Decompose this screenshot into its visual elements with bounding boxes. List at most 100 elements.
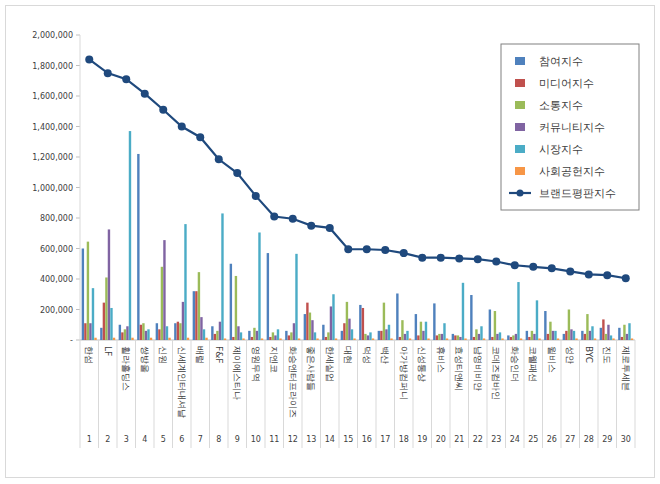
legend-frame xyxy=(501,44,639,210)
bar xyxy=(549,322,551,340)
legend-label: 시장지수 xyxy=(539,143,583,155)
bar xyxy=(156,323,158,340)
rank-label: 25 xyxy=(528,435,538,444)
line-marker xyxy=(400,249,408,257)
bar xyxy=(150,338,152,340)
bar xyxy=(248,331,250,340)
bar xyxy=(200,317,202,340)
category-separator xyxy=(191,340,192,448)
line-marker xyxy=(492,257,500,265)
bar xyxy=(380,331,382,340)
bar xyxy=(489,310,491,341)
line-marker xyxy=(344,245,352,253)
bar xyxy=(602,319,604,340)
bar xyxy=(499,332,501,340)
bar xyxy=(470,295,472,340)
bar xyxy=(124,329,126,340)
rank-label: 13 xyxy=(306,435,316,444)
rank-label: 2 xyxy=(105,435,110,444)
bar xyxy=(242,338,244,340)
bar xyxy=(520,338,522,340)
bar xyxy=(369,332,371,340)
y-tick-label: 1,200,000 xyxy=(32,153,73,162)
x-tick-label: 화승인더 xyxy=(510,346,520,382)
bar xyxy=(409,338,411,340)
line-marker xyxy=(141,90,149,98)
bar xyxy=(253,328,255,340)
bar xyxy=(131,338,133,340)
rank-label: 3 xyxy=(124,435,129,444)
x-tick-label: 신성통상 xyxy=(417,346,427,382)
bar xyxy=(427,338,429,340)
rank-label: 15 xyxy=(343,435,353,444)
bar xyxy=(87,242,89,340)
line-marker xyxy=(215,155,223,163)
category-separator xyxy=(487,340,488,448)
bar xyxy=(568,310,570,341)
y-tick-label: 800,000 xyxy=(40,214,73,223)
x-tick-label: 휠라홀딩스 xyxy=(121,346,131,391)
y-tick xyxy=(76,35,80,36)
rank-label: 7 xyxy=(198,435,203,444)
bar xyxy=(473,337,475,340)
bar xyxy=(586,314,588,340)
bar xyxy=(142,323,144,340)
bar xyxy=(378,331,380,340)
y-tick-label: 1,800,000 xyxy=(32,62,73,71)
rank-label: 18 xyxy=(399,435,409,444)
rank-label: 24 xyxy=(510,435,520,444)
bar xyxy=(211,326,213,340)
rank-label: 17 xyxy=(380,435,390,444)
y-tick xyxy=(76,340,80,341)
legend-label: 참여지수 xyxy=(539,55,583,67)
bar xyxy=(94,338,96,340)
bar xyxy=(600,328,602,340)
bar xyxy=(129,131,131,340)
bar xyxy=(256,331,258,340)
bar xyxy=(452,334,454,340)
bar xyxy=(390,338,392,340)
line-marker xyxy=(566,267,574,275)
y-tick xyxy=(76,157,80,158)
x-tick-label: 제로투세븐 xyxy=(621,346,631,391)
line-marker xyxy=(381,246,389,254)
rank-label: 19 xyxy=(417,435,427,444)
bar xyxy=(367,335,369,340)
y-tick-label: 600,000 xyxy=(40,245,73,254)
line-marker xyxy=(474,255,482,263)
rank-label: 8 xyxy=(216,435,221,444)
rank-label: 16 xyxy=(362,435,372,444)
line-marker xyxy=(585,270,593,278)
line-marker xyxy=(233,169,241,177)
y-tick-label: 2,000,000 xyxy=(32,31,73,40)
bar xyxy=(214,334,216,340)
bar xyxy=(161,267,163,340)
x-tick-label: 한세실업 xyxy=(325,346,335,382)
x-tick-label: 화승엔터프라이즈 xyxy=(288,346,298,418)
rank-label: 29 xyxy=(602,435,612,444)
line-marker xyxy=(178,123,186,131)
bar xyxy=(446,338,448,340)
y-tick-label: - xyxy=(70,336,73,345)
category-separator xyxy=(468,340,469,448)
y-tick-label: 1,400,000 xyxy=(32,123,73,132)
legend-symbol xyxy=(515,79,525,87)
bar xyxy=(113,338,115,340)
bar xyxy=(322,325,324,340)
bar xyxy=(433,303,435,340)
line-marker xyxy=(603,271,611,279)
bar xyxy=(288,335,290,340)
bar xyxy=(290,332,292,340)
bar xyxy=(119,325,121,340)
line-marker xyxy=(363,245,371,253)
bar xyxy=(279,338,281,340)
rank-label: 26 xyxy=(547,435,557,444)
legend-label: 소통지수 xyxy=(539,99,583,111)
bar xyxy=(422,331,424,340)
x-tick-label: 백산 xyxy=(380,346,390,364)
rank-label: 6 xyxy=(179,435,184,444)
bar xyxy=(166,326,168,340)
bar xyxy=(221,213,223,340)
bar xyxy=(515,334,517,340)
rank-label: 10 xyxy=(251,435,261,444)
